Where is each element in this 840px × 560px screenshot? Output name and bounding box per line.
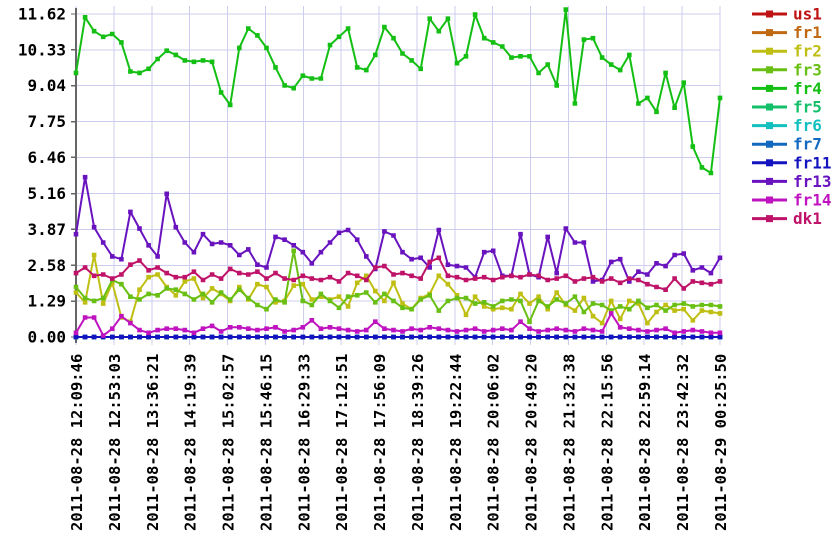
y-tick-label: 0.00 [27, 328, 66, 347]
legend-item-us1: us1 [752, 5, 822, 24]
series-dk1 [73, 255, 723, 292]
x-tick-label: 2011-08-29 00:25:50 [712, 354, 730, 531]
legend-marker [766, 122, 773, 130]
x-tick-label: 2011-08-28 12:53:03 [106, 354, 124, 531]
x-tick-label: 2011-08-28 22:15:56 [598, 354, 616, 531]
legend-marker [766, 84, 773, 92]
x-tick-label: 2011-08-28 15:02:57 [220, 354, 238, 531]
x-tick-label: 2011-08-28 19:22:44 [447, 354, 465, 531]
y-tick-label: 5.16 [27, 184, 66, 203]
y-tick-label: 3.87 [27, 220, 66, 239]
series-line-dk1 [75, 256, 721, 291]
series-line-fr4 [75, 8, 721, 174]
legend-label: dk1 [793, 209, 822, 228]
legend-marker [766, 196, 773, 204]
x-tick-label: 2011-08-28 16:29:33 [295, 354, 313, 531]
legend-item-fr13: fr13 [752, 172, 832, 191]
series-group [73, 7, 723, 340]
legend-item-fr14: fr14 [752, 191, 832, 210]
y-tick-label: 11.62 [18, 5, 66, 24]
series-fr4 [73, 7, 723, 176]
legend-label: fr11 [793, 153, 832, 172]
y-tick-label: 1.29 [27, 292, 66, 311]
series-markers-fr3 [73, 248, 723, 324]
legend-marker [766, 29, 773, 37]
x-tick-label: 2011-08-28 12:09:46 [68, 354, 86, 531]
legend-item-dk1: dk1 [752, 209, 822, 228]
series-markers-fr4 [73, 7, 723, 176]
legend-label: fr2 [793, 42, 822, 61]
x-tick-label: 2011-08-28 23:42:32 [674, 354, 692, 531]
series-fr13 [73, 174, 723, 284]
y-axis-labels: 0.00 1.29 2.58 3.87 5.16 6.46 7.75 9.04 10.33 11.… [18, 5, 66, 347]
x-tick-label: 2011-08-28 20:49:20 [523, 354, 541, 531]
legend-marker [766, 47, 773, 55]
legend-label: fr4 [793, 79, 822, 98]
x-tick-label: 2011-08-28 18:39:26 [409, 354, 427, 531]
legend-item-fr1: fr1 [752, 23, 822, 42]
x-tick-label: 2011-08-28 13:36:21 [144, 354, 162, 531]
series-line-fr2 [75, 254, 721, 325]
y-tick-label: 2.58 [27, 256, 66, 275]
series-markers-fr11 [73, 334, 723, 340]
legend-marker [766, 103, 773, 111]
series-line-fr14 [75, 312, 720, 337]
legend-label: fr13 [793, 172, 832, 191]
legend-marker [766, 177, 773, 185]
series-markers-dk1 [73, 255, 723, 292]
legend-item-fr6: fr6 [752, 116, 822, 135]
x-tick-label: 2011-08-28 21:32:38 [560, 354, 578, 531]
x-tick-label: 2011-08-28 17:56:09 [371, 354, 389, 531]
y-tick-label: 7.75 [27, 112, 66, 131]
series-fr3 [73, 248, 723, 324]
legend-marker [766, 66, 773, 74]
legend-label: fr3 [793, 60, 822, 79]
series-fr14 [73, 311, 723, 338]
x-tick-label: 2011-08-28 14:19:39 [182, 354, 200, 531]
legend-marker [766, 140, 773, 148]
legend-marker [766, 10, 773, 18]
series-fr11 [73, 334, 723, 340]
legend-label: fr5 [793, 98, 822, 117]
legend-item-fr4: fr4 [752, 79, 822, 98]
legend-item-fr11: fr11 [752, 153, 832, 172]
y-tick-label: 9.04 [27, 76, 66, 95]
y-tick-label: 10.33 [18, 40, 66, 59]
legend-marker [766, 215, 773, 223]
legend-label: fr1 [793, 23, 822, 42]
legend-label: fr14 [793, 191, 832, 210]
legend-item-fr3: fr3 [752, 60, 822, 79]
gridlines [75, 6, 721, 345]
x-tick-label: 2011-08-28 20:06:02 [485, 354, 503, 531]
legend-label: fr7 [793, 135, 822, 154]
y-tick-label: 6.46 [27, 148, 66, 167]
legend-item-fr5: fr5 [752, 98, 822, 117]
x-tick-label: 2011-08-28 17:12:51 [333, 354, 351, 531]
legend-marker [766, 159, 773, 167]
x-tick-label: 2011-08-28 15:46:15 [257, 354, 275, 531]
x-tick-label: 2011-08-28 22:59:14 [636, 354, 654, 531]
legend-label: us1 [793, 5, 822, 24]
x-axis-labels: 2011-08-28 12:09:46 2011-08-28 12:53:03 20… [68, 354, 730, 531]
series-fr2 [73, 252, 723, 326]
series-markers-fr14 [73, 311, 723, 338]
legend-item-fr7: fr7 [752, 135, 822, 154]
legend-label: fr6 [793, 116, 822, 135]
legend-item-fr2: fr2 [752, 42, 822, 61]
